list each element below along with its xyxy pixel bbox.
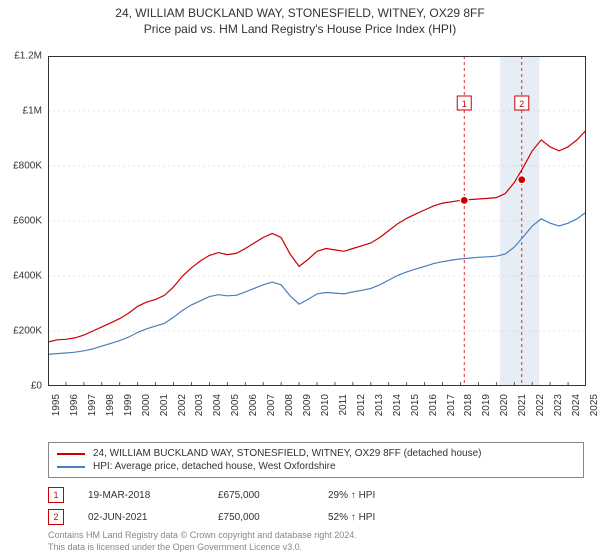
x-tick-label: 2015 bbox=[410, 394, 421, 416]
sale-date-1: 19-MAR-2018 bbox=[88, 490, 218, 501]
x-tick-label: 2013 bbox=[374, 394, 385, 416]
x-tick-label: 1996 bbox=[69, 394, 80, 416]
y-tick-label: £0 bbox=[31, 381, 42, 392]
legend-row-hpi: HPI: Average price, detached house, West… bbox=[57, 460, 575, 473]
x-tick-label: 2016 bbox=[428, 394, 439, 416]
x-tick-label: 1999 bbox=[123, 394, 134, 416]
chart-svg: 12 bbox=[48, 56, 586, 386]
sale-price-2: £750,000 bbox=[218, 512, 328, 523]
legend-label-property: 24, WILLIAM BUCKLAND WAY, STONESFIELD, W… bbox=[93, 448, 481, 459]
y-tick-label: £400K bbox=[13, 271, 42, 282]
svg-text:2: 2 bbox=[519, 99, 524, 109]
chart-container: 24, WILLIAM BUCKLAND WAY, STONESFIELD, W… bbox=[0, 0, 600, 560]
x-tick-label: 2006 bbox=[248, 394, 259, 416]
y-tick-label: £200K bbox=[13, 326, 42, 337]
x-tick-label: 2012 bbox=[356, 394, 367, 416]
x-tick-label: 2010 bbox=[320, 394, 331, 416]
x-tick-label: 2018 bbox=[463, 394, 474, 416]
title-sub: Price paid vs. HM Land Registry's House … bbox=[0, 22, 600, 36]
footer: Contains HM Land Registry data © Crown c… bbox=[48, 530, 584, 553]
legend-swatch-property bbox=[57, 453, 85, 455]
x-tick-label: 2024 bbox=[571, 394, 582, 416]
y-tick-label: £1M bbox=[23, 106, 42, 117]
sale-hpi-1: 29% ↑ HPI bbox=[328, 490, 448, 501]
legend-swatch-hpi bbox=[57, 466, 85, 468]
svg-text:1: 1 bbox=[462, 99, 467, 109]
sale-row-1: 1 19-MAR-2018 £675,000 29% ↑ HPI bbox=[48, 484, 584, 506]
y-axis-labels: £0£200K£400K£600K£800K£1M£1.2M bbox=[0, 56, 46, 386]
x-tick-label: 1997 bbox=[87, 394, 98, 416]
x-axis-labels: 1995 1996 1997 1998 1999 2000 2001 2002 2003 2004… bbox=[48, 390, 586, 440]
x-tick-label: 2007 bbox=[266, 394, 277, 416]
title-main: 24, WILLIAM BUCKLAND WAY, STONESFIELD, W… bbox=[0, 6, 600, 20]
x-tick-label: 2004 bbox=[212, 394, 223, 416]
chart-area: 12 bbox=[48, 56, 586, 386]
x-tick-label: 2025 bbox=[589, 394, 600, 416]
x-tick-label: 2014 bbox=[392, 394, 403, 416]
x-tick-label: 1995 bbox=[51, 394, 62, 416]
x-tick-label: 2009 bbox=[302, 394, 313, 416]
sale-num-2: 2 bbox=[48, 509, 64, 525]
x-tick-label: 2000 bbox=[141, 394, 152, 416]
x-tick-label: 2001 bbox=[159, 394, 170, 416]
sale-num-1: 1 bbox=[48, 487, 64, 503]
y-tick-label: £1.2M bbox=[14, 51, 42, 62]
x-tick-label: 2008 bbox=[284, 394, 295, 416]
x-tick-label: 2005 bbox=[230, 394, 241, 416]
x-tick-label: 2020 bbox=[499, 394, 510, 416]
y-tick-label: £800K bbox=[13, 161, 42, 172]
x-tick-label: 2023 bbox=[553, 394, 564, 416]
sale-row-2: 2 02-JUN-2021 £750,000 52% ↑ HPI bbox=[48, 506, 584, 528]
x-tick-label: 2022 bbox=[535, 394, 546, 416]
sale-price-1: £675,000 bbox=[218, 490, 328, 501]
legend-row-property: 24, WILLIAM BUCKLAND WAY, STONESFIELD, W… bbox=[57, 447, 575, 460]
x-tick-label: 2021 bbox=[517, 394, 528, 416]
x-tick-label: 1998 bbox=[105, 394, 116, 416]
sale-hpi-2: 52% ↑ HPI bbox=[328, 512, 448, 523]
footer-line1: Contains HM Land Registry data © Crown c… bbox=[48, 530, 584, 542]
footer-line2: This data is licensed under the Open Gov… bbox=[48, 542, 584, 554]
legend-box: 24, WILLIAM BUCKLAND WAY, STONESFIELD, W… bbox=[48, 442, 584, 478]
x-tick-label: 2002 bbox=[177, 394, 188, 416]
legend-label-hpi: HPI: Average price, detached house, West… bbox=[93, 461, 336, 472]
title-block: 24, WILLIAM BUCKLAND WAY, STONESFIELD, W… bbox=[0, 0, 600, 36]
sale-rows: 1 19-MAR-2018 £675,000 29% ↑ HPI 2 02-JU… bbox=[48, 484, 584, 528]
sale-date-2: 02-JUN-2021 bbox=[88, 512, 218, 523]
x-tick-label: 2011 bbox=[338, 394, 349, 416]
x-tick-label: 2019 bbox=[481, 394, 492, 416]
y-tick-label: £600K bbox=[13, 216, 42, 227]
x-tick-label: 2017 bbox=[446, 394, 457, 416]
x-tick-label: 2003 bbox=[194, 394, 205, 416]
